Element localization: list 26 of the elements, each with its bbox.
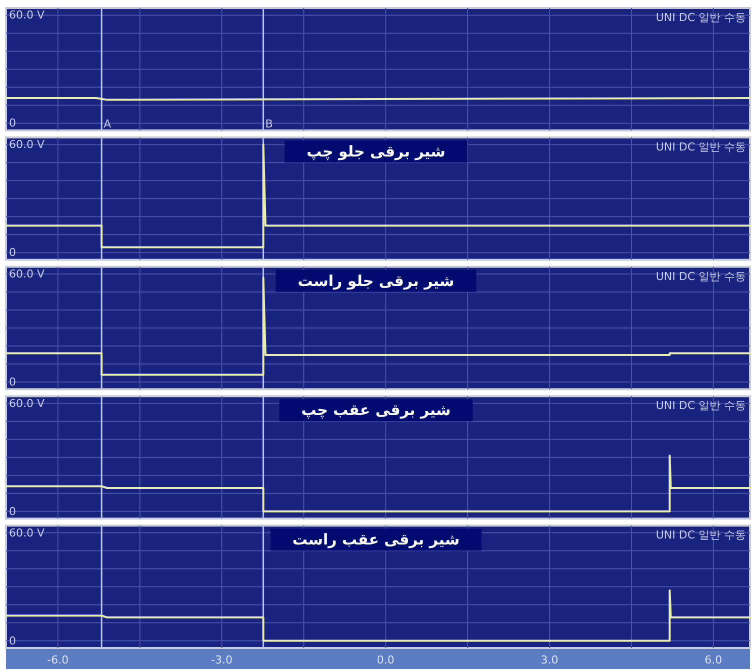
annotation: UNI DC 일반 수동 bbox=[656, 270, 746, 283]
x-tick-label: 6.0 bbox=[704, 654, 722, 666]
x-tick-label: -3.0 bbox=[211, 654, 233, 666]
chart-title: شیر برقی عقب چپ bbox=[301, 401, 451, 420]
y-tick-label: 0 bbox=[9, 246, 16, 260]
annotation: UNI DC 일반 수동 bbox=[656, 11, 746, 24]
annotation: UNI DC 일반 수동 bbox=[656, 528, 746, 542]
chart-title: شیر برقی جلو راست bbox=[298, 272, 454, 290]
x-tick-label: 3.0 bbox=[540, 654, 558, 666]
ref-line-label: B bbox=[265, 117, 273, 130]
y-tick-label: 0 bbox=[9, 116, 16, 130]
ref-line-label: A bbox=[104, 117, 112, 130]
y-tick-label: 0 bbox=[9, 376, 16, 388]
y-tick-label: 60.0 V bbox=[9, 268, 45, 280]
annotation: UNI DC 일반 수동 bbox=[656, 140, 746, 154]
y-tick-label: 60.0 V bbox=[9, 396, 45, 410]
x-tick-label: -6.0 bbox=[47, 654, 69, 666]
chart-title: شیر برقی عقب راست bbox=[292, 530, 460, 549]
y-tick-label: 0 bbox=[9, 504, 16, 518]
chart-title: شیر برقی جلو چپ bbox=[306, 142, 446, 160]
y-tick-label: 60.0 V bbox=[9, 526, 45, 540]
y-tick-label: 0 bbox=[9, 634, 16, 648]
x-tick-label: 0.0 bbox=[376, 654, 394, 666]
y-tick-label: 60.0 V bbox=[9, 8, 45, 22]
y-tick-label: 60.0 V bbox=[9, 138, 45, 152]
annotation: UNI DC 일반 수동 bbox=[656, 399, 746, 412]
